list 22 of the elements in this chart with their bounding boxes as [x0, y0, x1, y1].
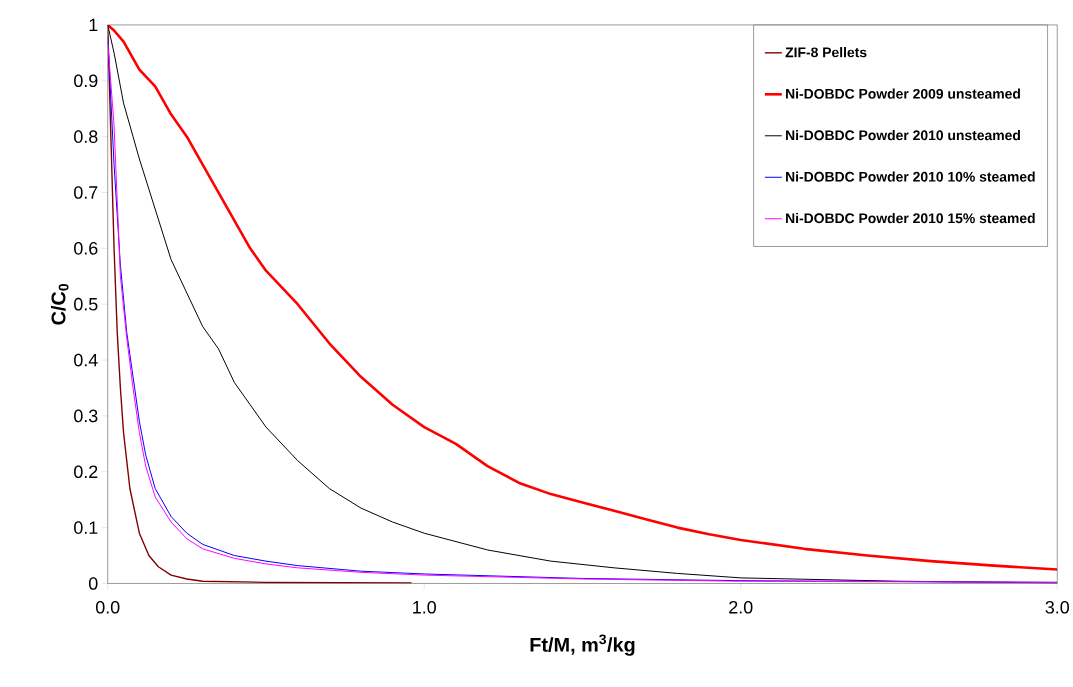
legend-label: Ni-DOBDC Powder 2010 10% steamed	[786, 171, 1035, 182]
y-tick-label: 0	[88, 577, 98, 590]
y-tick-label: 0.9	[74, 74, 98, 88]
legend-label: Ni-DOBDC Powder 2010 15% steamed	[786, 212, 1035, 224]
legend-label: ZIF-8 Pellets	[785, 46, 867, 58]
legend-label: Ni-DOBDC Powder 2010 unsteamed	[786, 129, 1020, 141]
legend-label: Ni-DOBDC Powder 2009 unsteamed	[786, 88, 1020, 99]
y-tick-label: 0.6	[74, 241, 98, 255]
x-tick-label: 3.0	[1045, 600, 1070, 614]
y-tick-label: 0.7	[74, 186, 98, 199]
y-tick-label: 0.3	[74, 409, 98, 423]
y-tick-label: 0.1	[74, 521, 98, 534]
x-tick-label: 1.0	[413, 600, 436, 614]
y-tick-label: 0.5	[74, 297, 98, 311]
x-tick-label: 2.0	[729, 600, 753, 614]
y-tick-label: 0.8	[74, 130, 98, 143]
x-axis-title: Ft/M, m$^{3}$/kg	[530, 634, 635, 656]
x-tick-label: 0.0	[95, 600, 120, 614]
y-tick-label: 1	[89, 18, 98, 31]
y-tick-label: 0.4	[74, 353, 98, 367]
y-axis-title: C/C$_{0}$	[50, 283, 69, 325]
y-tick-label: 0.2	[74, 465, 98, 478]
